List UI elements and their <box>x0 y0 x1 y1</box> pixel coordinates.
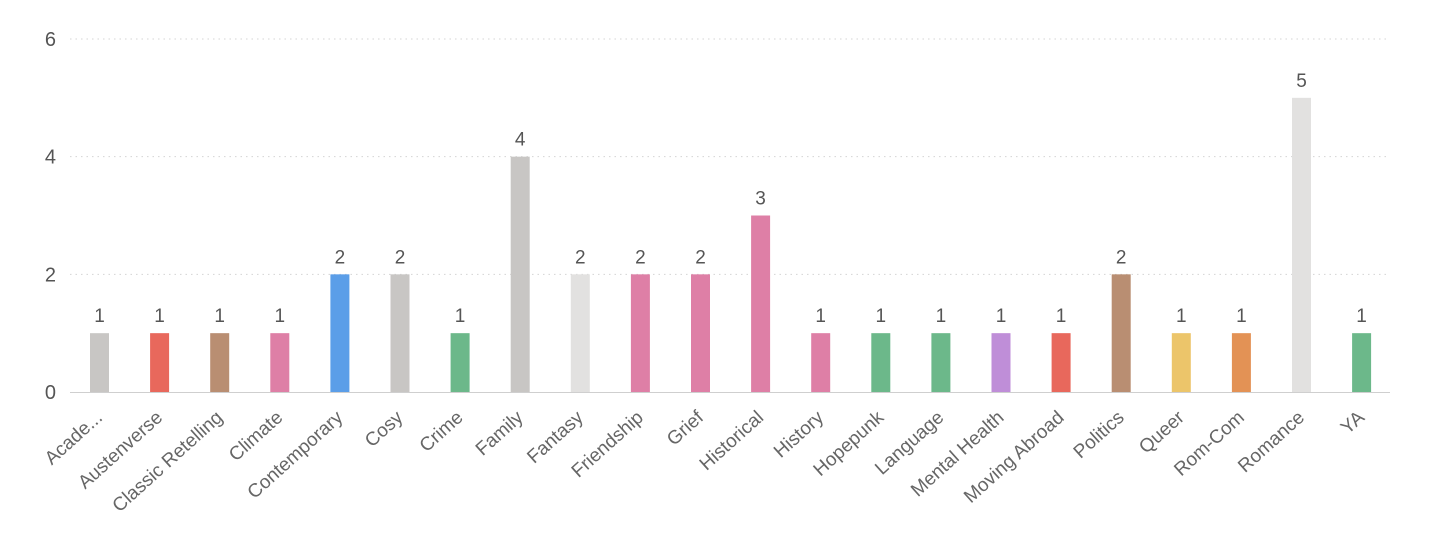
data-label: 1 <box>1356 306 1367 327</box>
bar <box>510 156 530 392</box>
data-label: 1 <box>455 306 466 327</box>
data-label: 1 <box>214 306 225 327</box>
bar <box>931 333 951 392</box>
data-label: 1 <box>815 306 826 327</box>
y-tick-label: 2 <box>45 264 56 286</box>
gridlines <box>70 38 1390 275</box>
data-label: 1 <box>876 306 887 327</box>
bar <box>1111 274 1131 392</box>
bar <box>691 274 710 392</box>
y-tick-label: 0 <box>45 382 56 404</box>
x-tick-label: Historical <box>696 407 768 475</box>
bar <box>330 274 350 392</box>
bar <box>450 333 470 392</box>
data-label: 1 <box>1176 306 1187 327</box>
y-tick-label: 4 <box>45 147 56 169</box>
bar <box>570 274 590 392</box>
bar <box>150 333 170 392</box>
data-label: 2 <box>575 247 586 268</box>
bar <box>1051 333 1071 392</box>
y-tick-label: 6 <box>45 29 56 51</box>
x-tick-label: Romance <box>1234 407 1308 477</box>
x-tick-label: Grief <box>663 407 708 451</box>
bar <box>1292 97 1311 392</box>
x-tick-label: Queer <box>1135 407 1189 458</box>
x-tick-label: History <box>770 407 828 462</box>
data-label: 2 <box>695 247 706 268</box>
bar <box>270 333 290 392</box>
bar <box>1352 333 1372 392</box>
bar <box>1231 333 1251 392</box>
x-tick-label: Family <box>472 407 528 460</box>
bar <box>390 274 410 392</box>
x-tick-label: YA <box>1337 407 1369 439</box>
data-label: 1 <box>1056 306 1067 327</box>
data-label: 2 <box>395 247 406 268</box>
data-label: 1 <box>154 306 165 327</box>
bar <box>210 333 230 392</box>
bar <box>630 274 650 392</box>
bar <box>90 333 109 392</box>
bar <box>811 333 831 392</box>
data-label: 2 <box>1116 247 1127 268</box>
bar <box>991 333 1011 392</box>
bar <box>751 215 771 392</box>
data-label: 1 <box>996 306 1007 327</box>
data-label: 5 <box>1296 71 1307 92</box>
bars <box>90 97 1372 392</box>
x-tick-label: Classic Retelling <box>109 407 227 517</box>
x-tick-label: Crime <box>416 407 468 457</box>
bar <box>1171 333 1191 392</box>
data-labels: 1 1 1 1 2 2 1 4 2 2 2 3 1 1 1 1 1 2 1 1 5 1 <box>94 71 1367 327</box>
data-label: 2 <box>635 247 646 268</box>
x-tick-label: Politics <box>1070 407 1129 463</box>
data-label: 1 <box>936 306 947 327</box>
bar <box>871 333 891 392</box>
data-label: 4 <box>515 130 526 151</box>
y-axis: 0 2 4 6 <box>45 29 56 404</box>
data-label: 1 <box>94 306 105 327</box>
data-label: 3 <box>755 189 766 210</box>
data-label: 1 <box>1236 306 1247 327</box>
x-tick-label: Cosy <box>361 407 408 452</box>
data-label: 1 <box>275 306 286 327</box>
data-label: 2 <box>335 247 346 268</box>
